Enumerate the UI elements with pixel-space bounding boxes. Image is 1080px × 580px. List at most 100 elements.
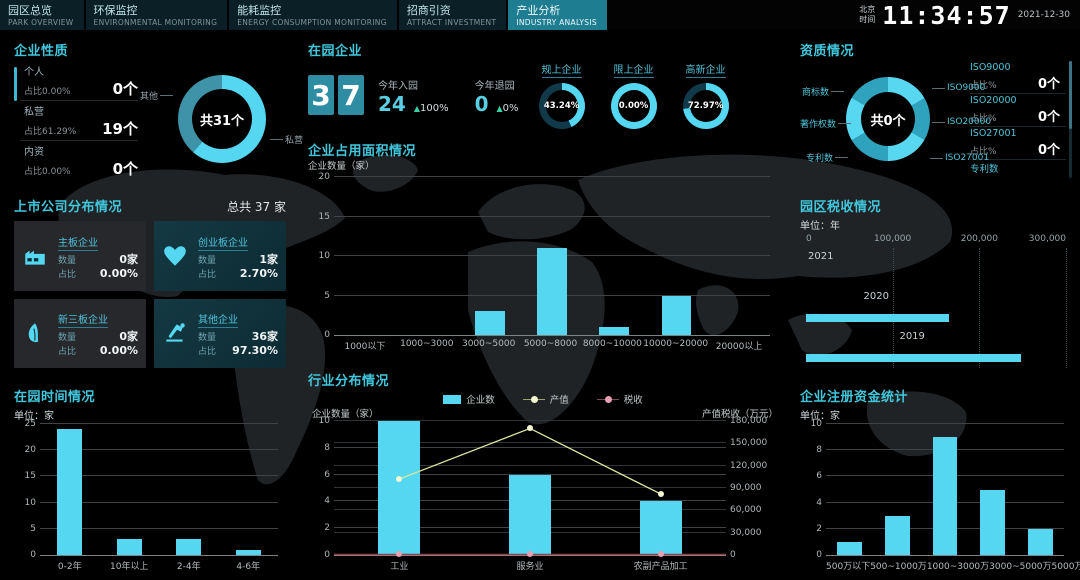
legend-item-output-value[interactable]: 产值 bbox=[522, 392, 569, 406]
bar-3000~5000[interactable] bbox=[474, 311, 505, 335]
list-item[interactable]: 内资 占比0.00% 0个 bbox=[20, 141, 138, 180]
donut-label-著作权数: 著作权数 bbox=[800, 117, 852, 130]
x-tick-label: 10000~20000 bbox=[643, 339, 709, 349]
panel-registered-capital: 企业注册资金统计 单位：家 0 2 4 6 8 10 500万以下 500~1000万 1000… bbox=[792, 380, 1080, 576]
bar-农副产品加工[interactable] bbox=[639, 501, 682, 555]
bar-工业[interactable] bbox=[378, 421, 421, 555]
bar-3000~5000万[interactable] bbox=[980, 489, 1005, 555]
line-swatch-icon bbox=[596, 395, 619, 403]
gauge-高新企业[interactable]: 高新企业 72.97% bbox=[682, 61, 729, 129]
bar-0-2年[interactable] bbox=[57, 429, 83, 555]
x-axis-labels: 0-2年 10年以上 2-4年 4-6年 bbox=[40, 556, 278, 572]
scrollbar-thumb[interactable] bbox=[1069, 61, 1072, 129]
count-label: 数量 bbox=[58, 255, 77, 266]
x-tick-label: 1000以下 bbox=[344, 342, 386, 352]
y-tick-label: 10 bbox=[318, 251, 330, 261]
clock: 北京 时间 11:34:57 2021-12-30 bbox=[859, 0, 1080, 30]
tab-label-en: ENERGY CONSUMPTION MONITORING bbox=[237, 17, 387, 27]
listed-card[interactable]: 其他企业 数量 36家 占比 97.30% bbox=[154, 298, 286, 368]
enterprise-nature-ring[interactable]: 共31个 bbox=[178, 75, 266, 163]
trend-value: 100% bbox=[420, 102, 449, 114]
stat-trend: ▲0% bbox=[497, 103, 519, 114]
list-item[interactable]: 个人 占比0.00% 0个 bbox=[20, 61, 138, 101]
y-axis-title: 企业数量（家） bbox=[308, 161, 375, 172]
bar-500~1000万[interactable] bbox=[885, 515, 910, 555]
item-values: 占比0.00% 0个 bbox=[24, 158, 138, 179]
x-tick-label: 4-6年 bbox=[236, 562, 261, 572]
line-dot-产值[interactable] bbox=[527, 425, 533, 432]
listed-card[interactable]: 新三板企业 数量 0家 占比 0.00% bbox=[14, 298, 146, 368]
count-digit: 7 bbox=[338, 75, 364, 115]
bar-slot bbox=[595, 421, 726, 555]
bar-swatch-icon bbox=[443, 394, 462, 404]
y-tick-label: 0 bbox=[30, 550, 36, 560]
legend-item-tax[interactable]: 税收 bbox=[596, 392, 643, 406]
gauge-规上企业[interactable]: 规上企业 43.24% bbox=[538, 61, 585, 129]
y-tick-label: 0 bbox=[816, 550, 822, 560]
donut-label-text: ISO9000 bbox=[947, 83, 986, 93]
bar-8000~10000[interactable] bbox=[599, 327, 630, 335]
item-values: 占比% 0个 bbox=[970, 139, 1060, 158]
gauge-hole: 72.97% bbox=[688, 90, 723, 122]
listed-card[interactable]: 创业板企业 数量 1家 占比 2.70% bbox=[154, 221, 286, 291]
tab-attract-investment[interactable]: 招商引资 ATTRACT INVESTMENT bbox=[398, 0, 507, 30]
x-tick-label: 3000~5000 bbox=[461, 339, 516, 349]
list-item[interactable]: 专利数占比%0个 bbox=[970, 160, 1066, 178]
tab-energy-consumption-monitoring[interactable]: 能耗监控 ENERGY CONSUMPTION MONITORING bbox=[229, 0, 397, 30]
panel-title-in-park: 在园企业 bbox=[308, 44, 363, 59]
card-title: 主板企业 bbox=[58, 234, 98, 251]
list-item[interactable]: 私营 占比61.29% 19个 bbox=[20, 101, 138, 141]
tab-park-overview[interactable]: 园区总览 PARK OVERVIEW bbox=[0, 0, 84, 30]
bar-2019[interactable] bbox=[806, 353, 1021, 362]
gauge-限上企业[interactable]: 限上企业 0.00% bbox=[610, 61, 657, 129]
line-dot-产值[interactable] bbox=[396, 476, 403, 483]
tab-environmental-monitoring[interactable]: 环保监控 ENVIRONMENTAL MONITORING bbox=[85, 0, 228, 30]
bar-5000万以上[interactable] bbox=[1027, 528, 1053, 555]
bar-5000~8000[interactable] bbox=[537, 248, 567, 335]
bar-500万以下[interactable] bbox=[837, 541, 863, 555]
leader-line bbox=[831, 91, 845, 92]
dashboard-content: 企业性质 个人 占比0.00% 0个 私营 占比61.29% 19个 内资 占比0.00% 0个… bbox=[0, 30, 1080, 580]
tab-industry-analysis[interactable]: 产业分析 INDUSTRY ANALYSIS bbox=[508, 0, 607, 30]
panel-title-qualifications: 资质情况 bbox=[800, 44, 855, 59]
tab-label-en: ATTRACT INVESTMENT bbox=[406, 17, 497, 27]
line-dot-税收[interactable] bbox=[527, 551, 533, 558]
gauge-label: 限上企业 bbox=[613, 61, 654, 78]
item-count: 0个 bbox=[1037, 77, 1060, 92]
bar-1000~3000万[interactable] bbox=[932, 437, 958, 555]
legend-item-enterprise-count[interactable]: 企业数 bbox=[443, 392, 495, 406]
line-dot-税收[interactable] bbox=[657, 551, 664, 558]
bar-服务业[interactable] bbox=[509, 474, 551, 555]
line-dot-产值[interactable] bbox=[657, 490, 664, 497]
item-count: 0个 bbox=[112, 160, 138, 178]
bar-10年以上[interactable] bbox=[116, 539, 142, 555]
donut-center-label: 共0个 bbox=[861, 92, 915, 146]
list-scrollbar[interactable] bbox=[14, 67, 17, 101]
listed-card[interactable]: 主板企业 数量 0家 占比 0.00% bbox=[14, 221, 146, 291]
left-column: 企业性质 个人 占比0.00% 0个 私营 占比61.29% 19个 内资 占比0.00% 0个… bbox=[6, 34, 303, 576]
bar-2020[interactable] bbox=[806, 313, 949, 322]
x-tick-label: 10年以上 bbox=[110, 562, 149, 572]
bar-2-4年[interactable] bbox=[176, 539, 202, 555]
list-scrollbar[interactable] bbox=[1069, 61, 1072, 178]
y-tick-label-right: 120,000 bbox=[730, 460, 768, 471]
bar-4-6年[interactable] bbox=[235, 549, 261, 555]
item-count: 0个 bbox=[1037, 143, 1060, 158]
list-item[interactable]: ISO27001 占比% 0个 bbox=[970, 127, 1066, 160]
bar-slot bbox=[100, 424, 160, 555]
card-info: 新三板企业 数量 0家 占比 0.00% bbox=[58, 308, 138, 359]
bars bbox=[40, 424, 278, 555]
list-item[interactable]: ISO20000 占比% 0个 bbox=[970, 94, 1066, 127]
gridline bbox=[40, 449, 278, 451]
qualifications-ring[interactable]: 共0个 bbox=[846, 77, 930, 161]
gridline bbox=[334, 442, 726, 444]
list-item[interactable]: ISO9000 占比% 0个 bbox=[970, 61, 1066, 94]
bar-10000~20000[interactable] bbox=[661, 295, 692, 335]
line-dot-税收[interactable] bbox=[396, 551, 403, 558]
panel-time-in-park: 在园时间情况 单位：家 0 5 10 15 20 25 0-2年 10年以上 2-4年 4-6年 bbox=[6, 380, 294, 576]
y-tick-label: 0 bbox=[324, 550, 330, 560]
x-axis-labels: 工业 服务业 农副产品加工 bbox=[334, 556, 726, 572]
tab-label-en: ENVIRONMENTAL MONITORING bbox=[93, 17, 218, 27]
count-digit: 3 bbox=[308, 75, 334, 115]
